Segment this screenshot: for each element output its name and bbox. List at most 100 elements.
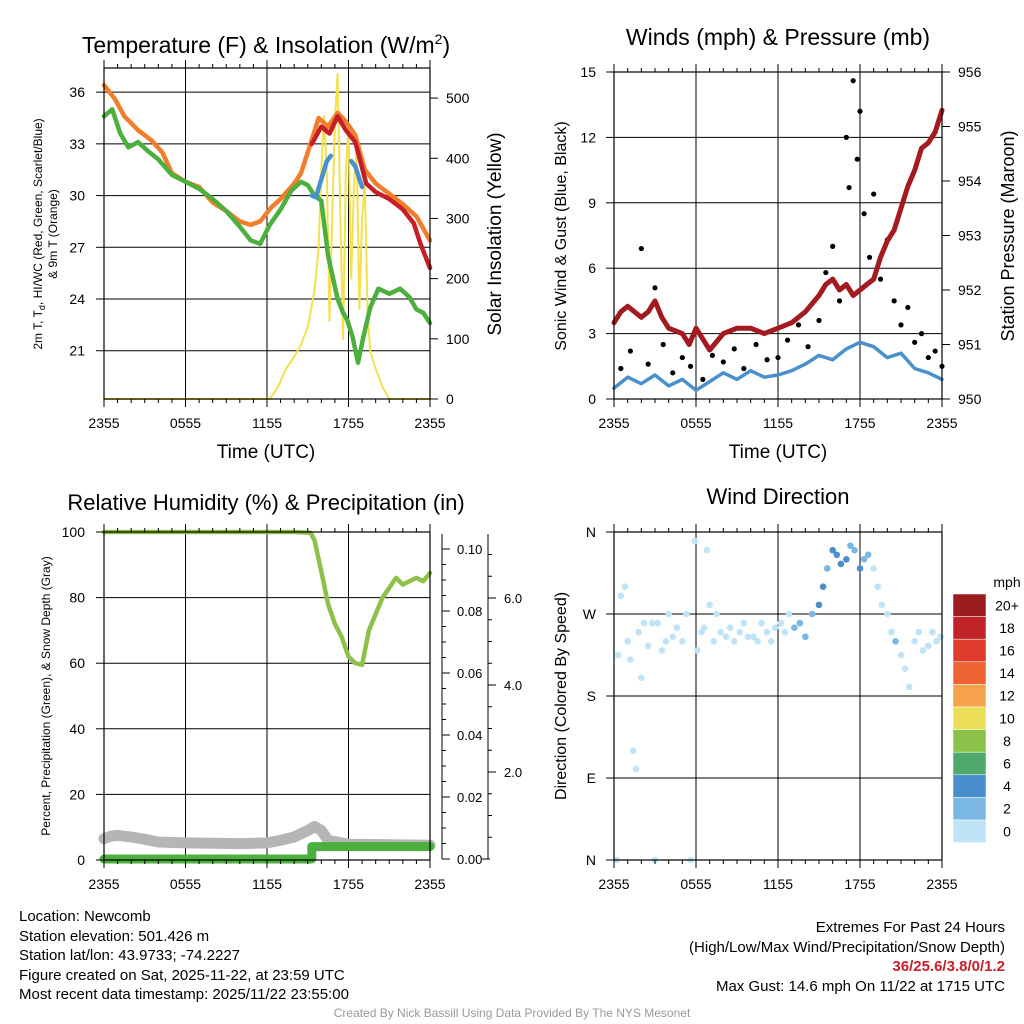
- gust-point: [731, 346, 737, 352]
- temperature-series-9m-t: [101, 82, 433, 243]
- legend-swatch: [952, 751, 987, 776]
- direction-point: [648, 619, 656, 627]
- temperature-xtick-label: 1155: [252, 415, 282, 431]
- gust-point: [830, 243, 836, 249]
- precip-tick-label: 0.08: [457, 604, 482, 619]
- legend-label: 10: [999, 710, 1015, 726]
- direction-point: [802, 633, 809, 641]
- direction-point: [629, 747, 637, 754]
- direction-point: [847, 542, 854, 549]
- legend-label: 12: [999, 688, 1015, 704]
- direction-point: [673, 624, 681, 631]
- direction-point: [815, 601, 823, 609]
- gust-point: [898, 322, 904, 328]
- legend-swatch: [952, 684, 987, 708]
- direction-point: [860, 556, 868, 563]
- direction-point: [710, 638, 718, 645]
- winds-y2tick-label: 950: [958, 391, 982, 407]
- temperature-series-solar-insolation: [103, 73, 431, 400]
- extremes-subtitle: (High/Low/Max Wind/Precipitation/Snow De…: [689, 938, 1005, 956]
- gust-point: [670, 370, 676, 376]
- legend-swatch: [952, 661, 987, 685]
- direction-point: [694, 647, 701, 654]
- snow-tick-label: 2.0: [504, 765, 522, 780]
- direction-point: [703, 546, 711, 554]
- temperature-y2tick-label: 0: [446, 391, 454, 407]
- direction-point: [933, 638, 940, 645]
- legend-swatch: [952, 706, 987, 730]
- temperature-xtick-label: 0555: [170, 415, 201, 431]
- direction-point: [754, 638, 761, 645]
- gust-point: [861, 211, 867, 217]
- gust-point: [854, 156, 860, 162]
- temperature-ytick-label: 30: [69, 188, 85, 204]
- gust-point: [687, 363, 694, 369]
- direction-point: [740, 619, 748, 627]
- gust-point: [843, 134, 849, 140]
- gust-point: [857, 108, 863, 114]
- latlon-text: Station lat/lon: 43.9733; -74.2227: [19, 947, 241, 965]
- direction-point: [864, 551, 872, 559]
- direction-point: [713, 610, 720, 618]
- direction-point: [856, 565, 864, 572]
- gust-point: [627, 348, 634, 354]
- direction-point: [617, 592, 625, 600]
- temperature-series-2m-t: [309, 114, 433, 271]
- gust-point: [877, 276, 884, 282]
- humidity-ylabel-left: Percent, Precipitation (Green), & Snow D…: [39, 556, 53, 835]
- gust-point: [618, 365, 624, 372]
- temperature-ytick-label: 24: [69, 291, 85, 307]
- direction-point: [829, 546, 836, 554]
- direction-ytick-label: E: [587, 770, 596, 786]
- winds-y2tick-label: 952: [958, 282, 982, 298]
- direction-point: [700, 624, 708, 631]
- direction-point: [726, 624, 734, 631]
- winds-panel: Winds (mph) & Pressure (mb) 2355 0555 1155…: [553, 24, 1018, 463]
- gust-point: [660, 341, 666, 348]
- winds-ytick-label: 15: [580, 64, 596, 80]
- precip-tick-label: 0.02: [457, 790, 482, 805]
- direction-point: [905, 683, 913, 691]
- precip-tick-label: 0.04: [457, 728, 482, 743]
- humidity-xtick-label: 2355: [88, 876, 119, 892]
- direction-point: [627, 656, 634, 663]
- gust-point: [836, 298, 843, 304]
- direction-point: [929, 628, 936, 636]
- gust-point: [912, 339, 918, 345]
- winds-ytick-label: 12: [580, 129, 596, 145]
- temperature-xtick-label: 2355: [88, 415, 119, 431]
- humidity-series-relative-humidity: [101, 529, 433, 668]
- direction-xtick-label: 1155: [763, 876, 793, 892]
- direction-point: [621, 583, 629, 590]
- gust-point: [741, 365, 747, 372]
- direction-point: [763, 628, 771, 636]
- winds-ytick-label: 0: [588, 391, 596, 407]
- legend-swatch: [952, 638, 987, 663]
- gust-point: [764, 357, 770, 363]
- temperature-xtick-label: 2355: [414, 415, 445, 431]
- temperature-panel: Temperature (F) & Insolation (W/m2) 2355…: [31, 31, 506, 463]
- precip-tick-label: 0.00: [457, 852, 482, 867]
- humidity-xtick-label: 1755: [333, 876, 364, 892]
- snow-tick-label: 4.0: [504, 678, 522, 693]
- direction-xtick-label: 2355: [598, 876, 629, 892]
- direction-point: [632, 765, 640, 773]
- direction-point: [777, 619, 785, 627]
- gust-point: [775, 354, 781, 361]
- humidity-ytick-label: 40: [69, 721, 85, 737]
- winds-y2tick-label: 953: [958, 228, 982, 244]
- direction-panel: Wind Direction 2355 0555 1155 1755 2355NESWN…: [553, 484, 1021, 892]
- temperature-y2tick-label: 400: [446, 150, 470, 166]
- humidity-ytick-label: 20: [69, 786, 85, 802]
- gust-point: [638, 245, 644, 252]
- gust-point: [866, 254, 873, 260]
- temperature-xlabel: Time (UTC): [217, 442, 316, 463]
- recent-timestamp-text: Most recent data timestamp: 2025/11/22 2…: [19, 986, 349, 1004]
- winds-xlabel: Time (UTC): [729, 442, 828, 463]
- legend-swatch: [952, 797, 987, 821]
- gust-point: [753, 341, 759, 348]
- temperature-ytick-label: 36: [69, 84, 85, 100]
- legend-label: 4: [1003, 778, 1011, 794]
- temperature-ytick-label: 21: [69, 343, 85, 359]
- humidity-series-snow-depth: [98, 821, 436, 851]
